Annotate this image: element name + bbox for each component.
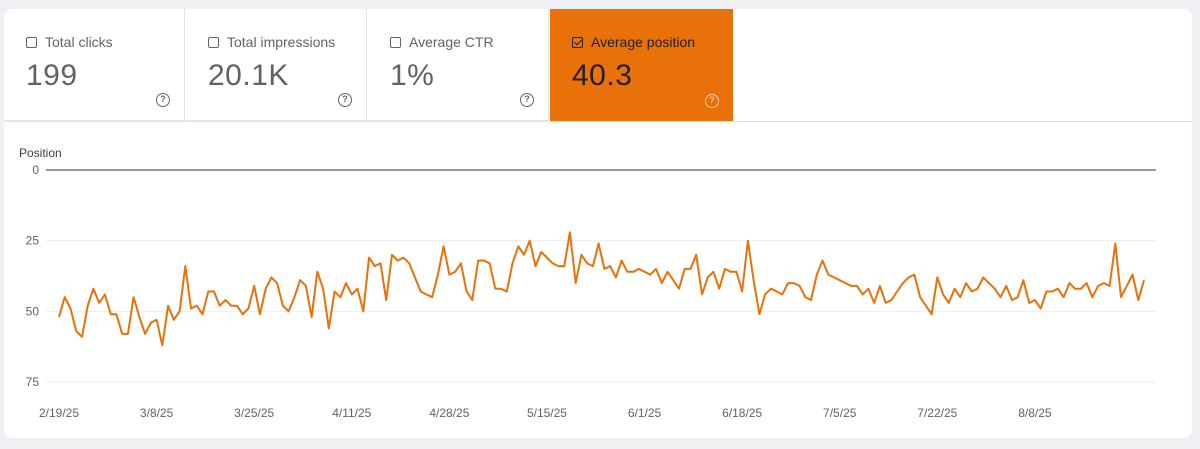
y-tick-label: 50 [26, 304, 40, 318]
x-axis-ticks: 2/19/25 3/8/25 3/25/25 4/11/25 4/28/25 5/15/2… [39, 406, 1052, 420]
metric-header: Total impressions [208, 34, 335, 50]
metric-value: 20.1K [208, 59, 289, 92]
x-tick-label: 2/19/25 [39, 406, 79, 420]
checkbox-total-impressions[interactable] [208, 36, 219, 48]
metric-cards: Total clicks 199 ? Total impressions 20.… [4, 9, 734, 121]
metric-card-average-position[interactable]: Average position 40.3 ? [550, 9, 733, 121]
metric-label: Total impressions [227, 34, 336, 50]
position-chart: Position 0 25 50 75 2/19/25 3/8/25 3/25/25 4/1… [19, 146, 1156, 420]
metric-label: Average CTR [409, 34, 494, 50]
series-line-average-position [58, 231, 1145, 347]
metric-value: 1% [390, 59, 435, 92]
x-tick-label: 3/8/25 [140, 406, 174, 420]
divider [4, 121, 1192, 122]
x-tick-label: 6/1/25 [628, 406, 662, 420]
checkbox-total-clicks[interactable] [26, 36, 37, 48]
performance-panel: Total clicks 199 ? Total impressions 20.… [4, 9, 1192, 438]
y-tick-label: 25 [26, 234, 40, 248]
checkbox-average-position[interactable] [572, 36, 583, 48]
y-axis-title: Position [19, 146, 62, 160]
metric-header: Average CTR [390, 34, 494, 50]
metric-card-total-impressions[interactable]: Total impressions 20.1K ? [186, 9, 367, 121]
x-tick-label: 6/18/25 [722, 406, 762, 420]
x-tick-label: 7/5/25 [823, 406, 857, 420]
metric-header: Average position [572, 34, 695, 50]
metric-label: Total clicks [45, 34, 113, 50]
x-tick-label: 4/11/25 [332, 406, 371, 420]
help-icon[interactable]: ? [156, 93, 170, 107]
y-tick-label: 75 [26, 375, 40, 389]
x-tick-label: 8/8/25 [1018, 406, 1052, 420]
x-tick-label: 4/28/25 [429, 406, 469, 420]
metric-label: Average position [591, 34, 696, 50]
metric-value: 40.3 [572, 59, 633, 92]
metric-card-average-ctr[interactable]: Average CTR 1% ? [368, 9, 549, 121]
x-tick-label: 7/22/25 [917, 406, 957, 420]
help-icon[interactable]: ? [520, 93, 534, 107]
x-tick-label: 3/25/25 [234, 406, 274, 420]
y-tick-label: 0 [32, 163, 39, 177]
help-icon[interactable]: ? [705, 94, 719, 108]
metric-card-total-clicks[interactable]: Total clicks 199 ? [4, 9, 185, 121]
metric-value: 199 [26, 59, 78, 92]
help-icon[interactable]: ? [338, 93, 352, 107]
x-tick-label: 5/15/25 [527, 406, 567, 420]
grid-lines [46, 169, 1156, 383]
metric-header: Total clicks [26, 34, 113, 50]
checkbox-average-ctr[interactable] [390, 36, 401, 48]
y-axis-ticks: 0 25 50 75 [26, 163, 40, 389]
